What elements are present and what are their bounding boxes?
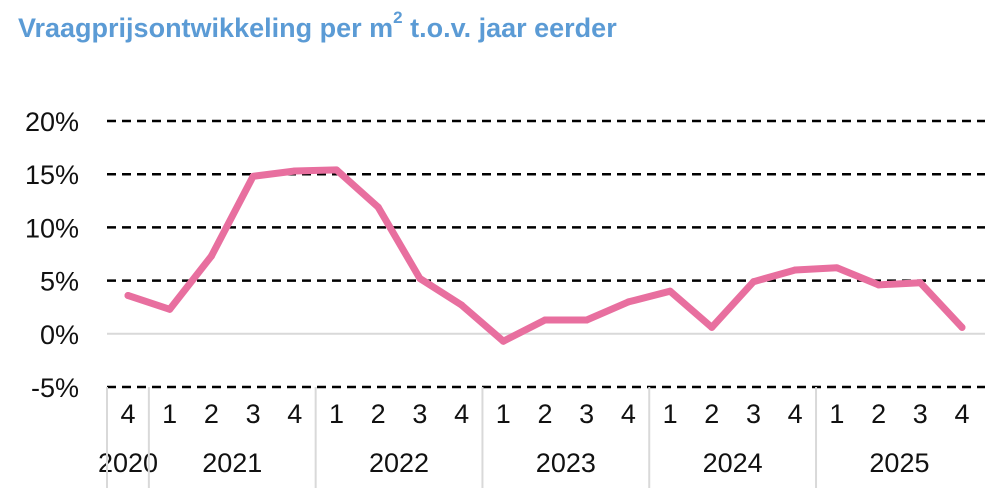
x-tick-label-quarter: 3 xyxy=(412,399,427,429)
x-tick-label-quarter: 1 xyxy=(496,399,511,429)
data-point xyxy=(833,264,841,272)
data-point xyxy=(166,305,174,313)
x-tick-label-quarter: 1 xyxy=(162,399,177,429)
x-tick-label-quarter: 2 xyxy=(871,399,886,429)
x-tick-label-year: 2021 xyxy=(202,448,262,478)
x-tick-label-year: 2023 xyxy=(536,448,596,478)
x-tick-label-quarter: 2 xyxy=(537,399,552,429)
data-point xyxy=(541,316,549,324)
y-tick-label: 10% xyxy=(25,213,79,243)
chart-title-superscript: 2 xyxy=(393,8,403,27)
chart-title-text: Vraagprijsontwikkeling per m xyxy=(18,13,394,43)
data-point xyxy=(207,252,215,260)
y-axis-tick-labels: -5% 0% 5% 10% 15% 20% xyxy=(25,107,79,403)
data-point xyxy=(916,279,924,287)
y-tick-label: 0% xyxy=(40,320,79,350)
data-point xyxy=(458,301,466,309)
series-layer xyxy=(124,166,966,345)
y-tick-label: 5% xyxy=(40,267,79,297)
x-tick-label-quarter: 4 xyxy=(788,399,803,429)
data-point xyxy=(666,287,674,295)
x-tick-label-quarter: 3 xyxy=(746,399,761,429)
x-tick-label-quarter: 4 xyxy=(287,399,302,429)
chart-title-suffix: t.o.v. jaar eerder xyxy=(402,13,617,43)
y-tick-label: 15% xyxy=(25,160,79,190)
data-point xyxy=(958,323,966,331)
data-point xyxy=(624,298,632,306)
data-point xyxy=(124,291,132,299)
data-point xyxy=(875,281,883,289)
x-tick-label-quarter: 2 xyxy=(371,399,386,429)
x-tick-label-quarter: 4 xyxy=(954,399,969,429)
x-tick-label-quarter: 4 xyxy=(120,399,135,429)
x-tick-label-quarter: 1 xyxy=(829,399,844,429)
y-tick-label: 20% xyxy=(25,107,79,137)
data-point xyxy=(583,316,591,324)
data-point xyxy=(416,274,424,282)
data-point xyxy=(291,167,299,175)
x-tick-label-quarter: 3 xyxy=(579,399,594,429)
x-tick-label-year: 2025 xyxy=(869,448,929,478)
x-tick-label-quarter: 1 xyxy=(329,399,344,429)
x-tick-label-quarter: 3 xyxy=(246,399,261,429)
data-point xyxy=(374,203,382,211)
data-point xyxy=(333,166,340,174)
data-point xyxy=(499,337,507,345)
grid-lines xyxy=(107,119,985,389)
series-line xyxy=(124,166,966,345)
y-tick-label: -5% xyxy=(31,373,79,403)
x-tick-label-quarter: 3 xyxy=(913,399,928,429)
x-tick-label-quarter: 2 xyxy=(204,399,219,429)
data-point xyxy=(791,266,799,274)
x-tick-label-quarter: 1 xyxy=(663,399,678,429)
data-point xyxy=(249,172,257,180)
x-tick-label-quarter: 4 xyxy=(454,399,469,429)
x-tick-label-year: 2022 xyxy=(369,448,429,478)
x-tick-label-quarter: 2 xyxy=(704,399,719,429)
x-tick-label-quarter: 4 xyxy=(621,399,636,429)
data-point xyxy=(750,278,757,286)
chart-title: Vraagprijsontwikkeling per m2 t.o.v. jaa… xyxy=(18,8,617,46)
x-tick-label-year: 2024 xyxy=(703,448,763,478)
data-point xyxy=(708,323,716,331)
